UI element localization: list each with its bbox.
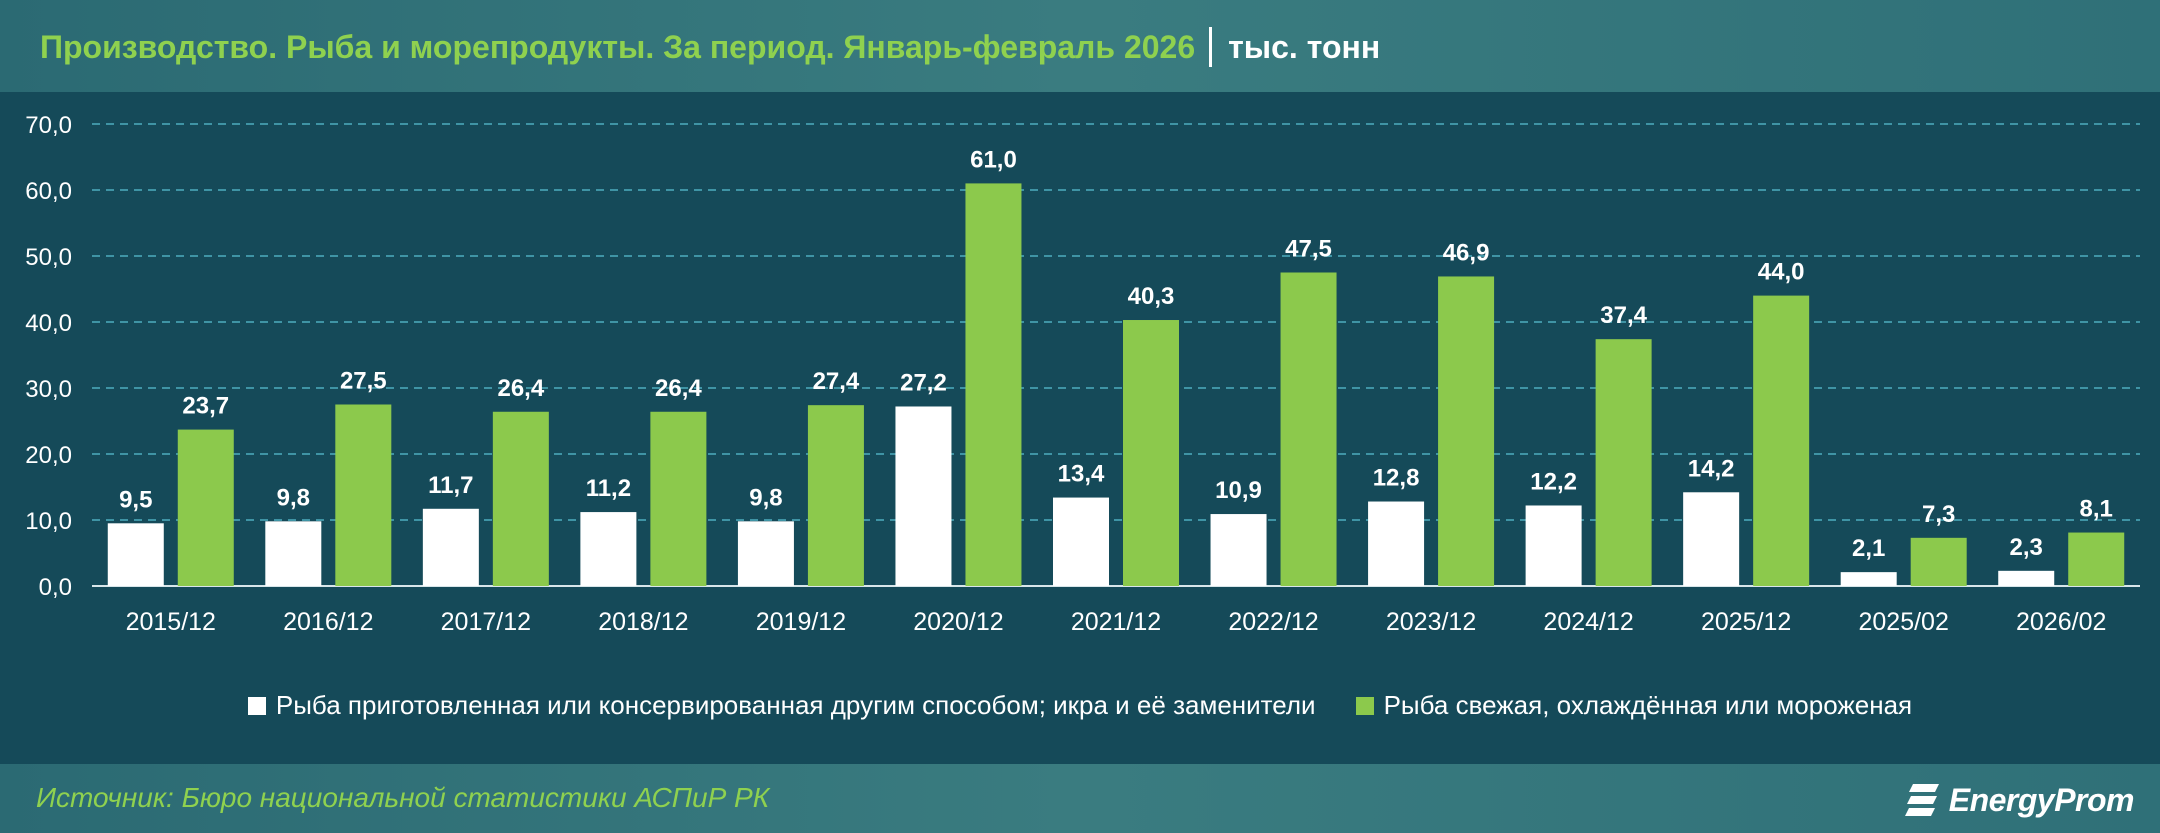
bar-chart: 0,0 10,0 20,0 30,0 40,0 50,0 60,0 70,0 9,5 23,7 20… xyxy=(25,112,2140,636)
bar-fresh-fish xyxy=(1280,272,1337,586)
source-note: Источник: Бюро национальной статистики А… xyxy=(36,782,770,813)
x-tick-label: 2023/12 xyxy=(1386,608,1476,636)
x-tick-label: 2017/12 xyxy=(441,608,531,636)
x-tick-label: 2020/12 xyxy=(913,608,1003,636)
x-tick-label: 2021/12 xyxy=(1071,608,1161,636)
bar-prepared-fish xyxy=(1998,570,2055,586)
data-label: 12,8 xyxy=(1373,465,1420,492)
plot-area: 0,0 10,0 20,0 30,0 40,0 50,0 60,0 70,0 9,5 23,7 20… xyxy=(0,92,2160,764)
y-tick-label: 70,0 xyxy=(25,112,72,139)
chart-title: Производство. Рыба и морепродукты. За пе… xyxy=(40,28,1196,65)
data-label: 7,3 xyxy=(1922,501,1955,528)
title-separator xyxy=(1209,27,1213,67)
bar-prepared-fish xyxy=(1368,501,1425,586)
legend-label-fresh-fish: Рыба свежая, охлаждённая или мороженая xyxy=(1383,690,1913,720)
energyprom-logo: EnergyProm xyxy=(1904,778,2135,822)
bar-fresh-fish xyxy=(335,404,392,586)
legend: Рыба приготовленная или консервированная… xyxy=(0,690,2160,721)
bar-fresh-fish xyxy=(177,429,234,586)
data-label: 9,8 xyxy=(277,484,310,511)
bar-prepared-fish xyxy=(895,406,952,586)
data-label: 27,5 xyxy=(340,368,387,395)
x-tick-label: 2015/12 xyxy=(126,608,216,636)
legend-swatch-fresh-fish xyxy=(1355,696,1374,715)
legend-item-fresh-fish: Рыба свежая, охлаждённая или мороженая xyxy=(1355,690,1913,721)
bar-prepared-fish xyxy=(580,512,637,586)
data-label: 27,4 xyxy=(813,368,860,395)
bar-fresh-fish xyxy=(1438,276,1495,586)
bar-prepared-fish xyxy=(1053,497,1109,586)
data-label: 11,2 xyxy=(586,475,631,502)
bar-fresh-fish xyxy=(965,183,1022,586)
y-tick-label: 60,0 xyxy=(25,178,72,205)
data-label: 26,4 xyxy=(497,375,544,402)
data-label: 37,4 xyxy=(1600,302,1647,329)
legend-item-prepared-fish: Рыба приготовленная или консервированная… xyxy=(247,690,1316,721)
data-label: 2,3 xyxy=(2010,534,2043,561)
y-tick-label: 20,0 xyxy=(25,442,72,469)
y-tick-label: 50,0 xyxy=(25,244,72,271)
logo-mark-icon xyxy=(1904,784,1939,816)
data-label: 47,5 xyxy=(1285,236,1332,263)
data-label: 27,2 xyxy=(900,369,947,396)
y-tick-label: 10,0 xyxy=(25,508,72,535)
bar-fresh-fish xyxy=(1123,320,1179,586)
bar-prepared-fish xyxy=(1525,505,1582,586)
x-tick-label: 2022/12 xyxy=(1228,608,1318,636)
x-tick-label: 2025/02 xyxy=(1859,608,1949,636)
data-label: 44,0 xyxy=(1758,259,1805,286)
data-label: 8,1 xyxy=(2080,496,2113,523)
bar-fresh-fish xyxy=(807,405,864,586)
bar-prepared-fish xyxy=(1840,572,1897,586)
x-tick-label: 2019/12 xyxy=(756,608,846,636)
legend-label-prepared-fish: Рыба приготовленная или консервированная… xyxy=(275,690,1316,720)
data-label: 14,2 xyxy=(1688,455,1735,482)
title-row: Производство. Рыба и морепродукты. За пе… xyxy=(40,22,1380,72)
data-label: 26,4 xyxy=(655,375,702,402)
y-tick-label: 40,0 xyxy=(25,310,72,337)
data-label: 10,9 xyxy=(1215,477,1262,504)
chart-footer: Источник: Бюро национальной статистики А… xyxy=(0,764,2160,833)
x-tick-label: 2024/12 xyxy=(1543,608,1633,636)
bar-prepared-fish xyxy=(1210,514,1267,586)
logo-text: EnergyProm xyxy=(1948,781,2135,818)
data-label: 2,1 xyxy=(1852,535,1885,562)
bar-prepared-fish xyxy=(422,508,479,586)
bar-fresh-fish xyxy=(492,411,549,586)
bar-fresh-fish xyxy=(1595,339,1652,586)
bar-fresh-fish xyxy=(1910,537,1967,586)
y-tick-label: 30,0 xyxy=(25,376,72,403)
data-label: 11,7 xyxy=(428,472,473,499)
legend-swatch-prepared-fish xyxy=(247,696,266,715)
bar-fresh-fish xyxy=(650,411,707,586)
x-tick-label: 2016/12 xyxy=(283,608,373,636)
y-tick-label: 0,0 xyxy=(39,574,72,601)
bar-fresh-fish xyxy=(2068,532,2125,586)
data-label: 40,3 xyxy=(1128,283,1175,310)
x-tick-label: 2025/12 xyxy=(1701,608,1791,636)
chart-header: Производство. Рыба и морепродукты. За пе… xyxy=(0,0,2160,92)
bar-prepared-fish xyxy=(1683,492,1740,586)
unit-label: тыс. тонн xyxy=(1228,28,1381,65)
data-label: 13,4 xyxy=(1058,461,1105,488)
x-tick-label: 2018/12 xyxy=(598,608,688,636)
bar-prepared-fish xyxy=(265,521,322,586)
bar-prepared-fish xyxy=(107,523,164,586)
data-label: 61,0 xyxy=(970,146,1017,173)
bar-prepared-fish xyxy=(737,521,794,586)
data-label: 9,8 xyxy=(749,484,782,511)
data-label: 23,7 xyxy=(182,393,229,420)
data-label: 46,9 xyxy=(1443,239,1490,266)
data-label: 12,2 xyxy=(1530,468,1577,495)
x-tick-label: 2026/02 xyxy=(2016,608,2106,636)
data-label: 9,5 xyxy=(119,486,152,513)
bar-fresh-fish xyxy=(1753,295,1810,586)
